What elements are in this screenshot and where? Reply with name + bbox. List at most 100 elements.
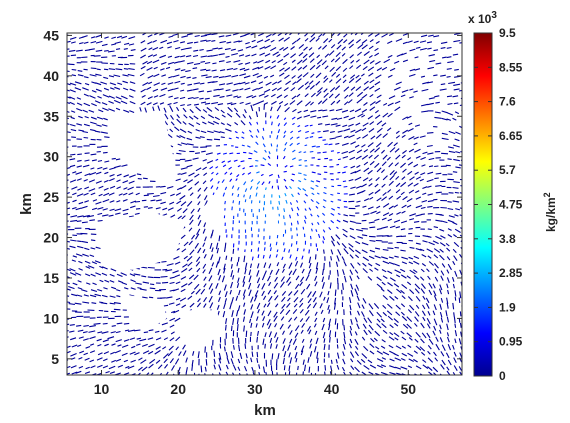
vector-arrow [356,228,364,232]
vector-arrow [213,138,221,141]
vector-arrow [67,268,71,272]
vector-arrow [289,33,293,36]
vector-arrow [70,219,78,222]
vector-arrow [282,330,285,335]
vector-arrow [447,60,454,64]
vector-arrow [171,310,176,314]
vector-arrow [180,172,187,176]
vector-arrow [300,288,306,295]
vector-arrow [393,332,400,338]
vector-arrow [120,95,128,100]
vector-arrow [78,115,83,119]
vector-arrow [276,53,281,58]
vector-arrow [271,353,274,360]
vector-arrow [242,289,246,296]
vector-arrow [401,154,406,159]
vector-arrow [67,201,70,204]
vector-arrow [70,41,76,44]
vector-arrow [89,171,97,176]
vector-arrow [433,372,437,375]
vector-arrow [211,40,216,42]
vector-arrow [360,358,366,364]
vector-arrow [76,97,82,100]
x-tick-label: 50 [401,381,417,397]
vector-arrow [95,49,103,52]
vector-arrow [428,282,433,289]
vector-arrow [170,193,175,197]
vector-arrow [413,163,419,168]
vector-arrow [188,186,193,191]
vector-arrow [108,95,115,99]
vector-arrow [336,344,339,349]
vector-arrow [318,109,323,112]
vector-arrow [373,154,379,160]
vector-arrow [178,149,186,153]
colorbar-tick-label: 8.55 [499,60,523,74]
vector-arrow [75,171,83,175]
vector-arrow [361,353,368,359]
vector-arrow [218,372,222,375]
vector-arrow [284,106,290,113]
vector-arrow [271,60,276,64]
vector-arrow [343,324,346,331]
vector-arrow [247,145,251,148]
vector-arrow [441,344,446,352]
vector-arrow [448,81,456,85]
vector-arrow [206,90,212,93]
vector-arrow [294,283,300,290]
vector-arrow [407,128,414,132]
vector-arrow [108,192,115,196]
vector-arrow [263,303,267,308]
vector-arrow [314,317,318,323]
vector-arrow [257,308,260,314]
vector-arrow [421,351,426,356]
vector-arrow [382,203,390,208]
vector-arrow [307,357,310,363]
vector-arrow [422,295,426,300]
vector-arrow [141,366,148,372]
vector-arrow [118,193,123,196]
vector-arrow [297,84,304,91]
vector-arrow [84,357,90,361]
vector-arrow [396,195,402,200]
vector-arrow [428,34,434,37]
vector-arrow [90,116,97,120]
vector-arrow [161,281,169,284]
vector-arrow [67,336,69,338]
vector-arrow [122,198,128,202]
x-tick-label: 30 [247,381,263,397]
vector-arrow [356,98,363,104]
vector-arrow [388,180,394,186]
vector-arrow [361,114,366,118]
vector-arrow [296,93,301,98]
vector-arrow [279,308,285,315]
vector-arrow [400,94,406,98]
vector-arrow [439,284,443,291]
vector-arrow [367,329,372,335]
vector-arrow [187,41,193,45]
vector-arrow [269,337,273,343]
vector-arrow [282,46,289,51]
vector-arrow [94,260,101,264]
vector-arrow [292,157,296,161]
vector-arrow [293,290,299,296]
vector-arrow [129,337,136,341]
vector-arrow [245,359,249,364]
vector-arrow [115,358,122,362]
vector-arrow [441,137,449,141]
vector-arrow [446,247,451,252]
vector-arrow [281,268,285,273]
vector-arrow [323,338,326,343]
vector-arrow [208,275,213,282]
vector-arrow [67,207,71,210]
vector-arrow [189,192,194,196]
vector-arrow [427,344,432,350]
vector-arrow [289,202,292,205]
vector-arrow [257,100,265,104]
vector-arrow [298,159,302,161]
vector-arrow [453,312,455,318]
vector-arrow [435,191,442,194]
vector-arrow [336,241,341,246]
vector-arrow [102,208,108,211]
vector-arrow [291,59,296,63]
